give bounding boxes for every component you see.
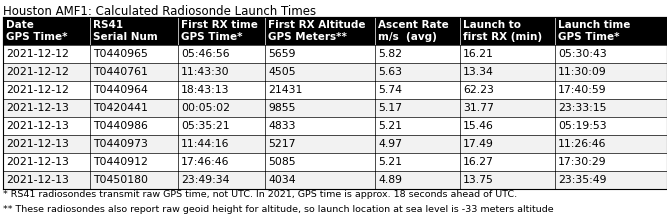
Text: 4034: 4034 — [268, 175, 295, 185]
Text: 5085: 5085 — [268, 157, 295, 167]
Bar — [3, 171, 667, 189]
Text: m/s  (avg): m/s (avg) — [378, 32, 437, 42]
Text: 05:30:43: 05:30:43 — [558, 49, 607, 59]
Text: 05:46:56: 05:46:56 — [181, 49, 229, 59]
Text: ** These radiosondes also report raw geoid height for altitude, so launch locati: ** These radiosondes also report raw geo… — [3, 205, 554, 214]
Text: 5.21: 5.21 — [378, 121, 402, 131]
Text: Serial Num: Serial Num — [93, 32, 158, 42]
Text: 13.34: 13.34 — [463, 67, 494, 77]
Text: Launch time: Launch time — [558, 20, 630, 30]
Text: 18:43:13: 18:43:13 — [181, 85, 229, 95]
Bar — [3, 135, 667, 153]
Text: 23:33:15: 23:33:15 — [558, 103, 606, 113]
Text: 23:35:49: 23:35:49 — [558, 175, 606, 185]
Text: T0440912: T0440912 — [93, 157, 148, 167]
Text: T0440973: T0440973 — [93, 139, 148, 149]
Text: Ascent Rate: Ascent Rate — [378, 20, 449, 30]
Text: 13.75: 13.75 — [463, 175, 494, 185]
Text: 11:30:09: 11:30:09 — [558, 67, 607, 77]
Text: 11:44:16: 11:44:16 — [181, 139, 229, 149]
Text: 2021-12-13: 2021-12-13 — [6, 139, 69, 149]
Bar — [3, 17, 667, 45]
Text: 5.63: 5.63 — [378, 67, 402, 77]
Text: 4.89: 4.89 — [378, 175, 402, 185]
Text: 05:19:53: 05:19:53 — [558, 121, 606, 131]
Text: 4833: 4833 — [268, 121, 295, 131]
Text: 16.27: 16.27 — [463, 157, 494, 167]
Text: 00:05:02: 00:05:02 — [181, 103, 230, 113]
Bar — [3, 63, 667, 81]
Text: T0440965: T0440965 — [93, 49, 148, 59]
Text: 5217: 5217 — [268, 139, 295, 149]
Text: Launch to: Launch to — [463, 20, 521, 30]
Text: 17:46:46: 17:46:46 — [181, 157, 229, 167]
Text: first RX (min): first RX (min) — [463, 32, 542, 42]
Text: GPS Time*: GPS Time* — [558, 32, 620, 42]
Text: 5.82: 5.82 — [378, 49, 402, 59]
Text: 11:26:46: 11:26:46 — [558, 139, 606, 149]
Text: 17:30:29: 17:30:29 — [558, 157, 606, 167]
Bar — [3, 81, 667, 99]
Text: T0420441: T0420441 — [93, 103, 148, 113]
Text: GPS Time*: GPS Time* — [181, 32, 243, 42]
Text: 05:35:21: 05:35:21 — [181, 121, 229, 131]
Text: 9855: 9855 — [268, 103, 295, 113]
Text: T0440986: T0440986 — [93, 121, 148, 131]
Text: 2021-12-13: 2021-12-13 — [6, 157, 69, 167]
Text: 15.46: 15.46 — [463, 121, 494, 131]
Text: T0440761: T0440761 — [93, 67, 148, 77]
Text: 17:40:59: 17:40:59 — [558, 85, 606, 95]
Text: 5.74: 5.74 — [378, 85, 402, 95]
Text: Date: Date — [6, 20, 34, 30]
Text: 2021-12-12: 2021-12-12 — [6, 49, 69, 59]
Text: 5.21: 5.21 — [378, 157, 402, 167]
Text: 62.23: 62.23 — [463, 85, 494, 95]
Text: 17.49: 17.49 — [463, 139, 494, 149]
Text: 31.77: 31.77 — [463, 103, 494, 113]
Text: * RS41 radiosondes transmit raw GPS time, not UTC. In 2021, GPS time is approx. : * RS41 radiosondes transmit raw GPS time… — [3, 190, 517, 199]
Bar — [3, 153, 667, 171]
Bar — [3, 45, 667, 63]
Text: 2021-12-13: 2021-12-13 — [6, 121, 69, 131]
Text: T0450180: T0450180 — [93, 175, 148, 185]
Text: GPS Meters**: GPS Meters** — [268, 32, 347, 42]
Bar — [3, 99, 667, 117]
Text: 2021-12-13: 2021-12-13 — [6, 103, 69, 113]
Text: T0440964: T0440964 — [93, 85, 148, 95]
Text: 5659: 5659 — [268, 49, 295, 59]
Text: 16.21: 16.21 — [463, 49, 494, 59]
Text: 2021-12-13: 2021-12-13 — [6, 175, 69, 185]
Text: 2021-12-12: 2021-12-12 — [6, 67, 69, 77]
Text: First RX Altitude: First RX Altitude — [268, 20, 366, 30]
Text: Houston AMF1: Calculated Radiosonde Launch Times: Houston AMF1: Calculated Radiosonde Laun… — [3, 5, 316, 18]
Text: 4505: 4505 — [268, 67, 295, 77]
Text: 2021-12-12: 2021-12-12 — [6, 85, 69, 95]
Text: RS41: RS41 — [93, 20, 123, 30]
Text: First RX time: First RX time — [181, 20, 258, 30]
Text: 21431: 21431 — [268, 85, 302, 95]
Bar — [3, 117, 667, 135]
Text: 23:49:34: 23:49:34 — [181, 175, 229, 185]
Text: GPS Time*: GPS Time* — [6, 32, 67, 42]
Text: 5.17: 5.17 — [378, 103, 402, 113]
Text: 4.97: 4.97 — [378, 139, 402, 149]
Text: 11:43:30: 11:43:30 — [181, 67, 229, 77]
